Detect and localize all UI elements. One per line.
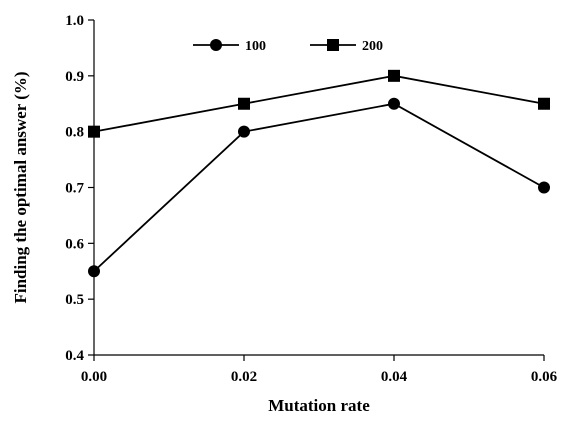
y-tick-label: 0.6 bbox=[65, 236, 84, 252]
y-tick-label: 0.8 bbox=[65, 125, 84, 141]
y-tick-label: 1.0 bbox=[65, 13, 84, 29]
legend-item-100: 100 bbox=[193, 39, 266, 54]
x-axis-title: Mutation rate bbox=[268, 396, 370, 415]
data-point-100 bbox=[538, 181, 550, 194]
axes bbox=[93, 20, 544, 356]
series-200 bbox=[88, 69, 550, 138]
data-point-100 bbox=[388, 97, 400, 110]
legend-marker-square bbox=[327, 39, 339, 51]
series-100 bbox=[88, 97, 550, 278]
x-tick-label: 0.00 bbox=[81, 369, 107, 385]
series-line-200 bbox=[93, 74, 545, 133]
data-point-100 bbox=[238, 125, 250, 138]
y-axis-title: Finding the optimal answer (%) bbox=[11, 71, 30, 303]
data-point-200 bbox=[388, 69, 400, 82]
legend-label: 100 bbox=[245, 39, 266, 54]
y-tick-label: 0.5 bbox=[65, 292, 84, 308]
y-tick-label: 0.9 bbox=[65, 69, 84, 85]
y-tick-label: 0.7 bbox=[65, 181, 84, 197]
data-point-100 bbox=[88, 265, 100, 278]
legend-marker-circle bbox=[210, 39, 222, 51]
x-tick-label: 0.02 bbox=[231, 369, 257, 385]
x-tick-label: 0.04 bbox=[381, 369, 408, 385]
y-tick-label: 0.4 bbox=[65, 348, 84, 364]
legend-label: 200 bbox=[362, 39, 383, 54]
x-tick-label: 0.06 bbox=[531, 369, 558, 385]
data-point-200 bbox=[238, 97, 250, 110]
x-ticks: 0.00 0.02 0.04 0.06 bbox=[81, 355, 558, 385]
series-layer bbox=[88, 69, 550, 278]
data-point-200 bbox=[538, 97, 550, 110]
legend-item-200: 200 bbox=[310, 39, 383, 54]
y-ticks: 0.4 0.5 0.6 0.7 0.8 0.9 1.0 bbox=[65, 13, 94, 364]
series-line-100 bbox=[93, 102, 545, 272]
data-point-200 bbox=[88, 125, 100, 138]
legend: 100 200 bbox=[193, 39, 383, 54]
